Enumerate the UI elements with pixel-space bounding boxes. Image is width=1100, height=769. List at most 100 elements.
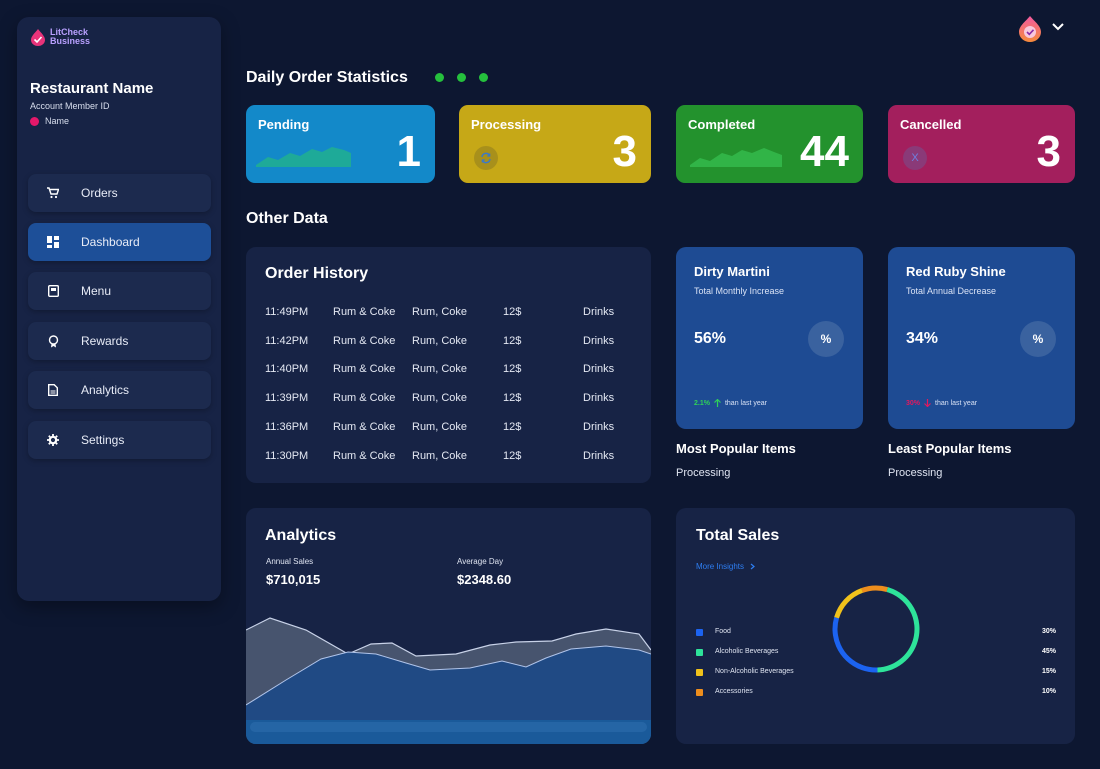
sidebar-item-dashboard[interactable]: Dashboard xyxy=(28,223,211,261)
table-row[interactable]: 11:40PM Rum & Coke Rum, Coke 12$ Drinks xyxy=(265,363,625,377)
gear-icon xyxy=(46,433,60,447)
sales-donut-chart xyxy=(832,585,920,673)
order-time: 11:30PM xyxy=(265,449,309,462)
order-item: Rum & Coke xyxy=(333,306,396,318)
sidebar-item-label: Menu xyxy=(81,284,112,298)
more-insights-label: More Insights xyxy=(696,562,745,571)
litcheck-avatar-icon[interactable] xyxy=(1017,15,1043,43)
order-category: Drinks xyxy=(583,420,615,433)
change-value: 2.1% xyxy=(694,399,710,407)
dashboard-icon xyxy=(46,235,60,249)
stat-value: 3 xyxy=(1036,127,1061,176)
account-name: Name xyxy=(30,116,69,126)
legend-item: Accessories 10% xyxy=(696,688,1056,698)
least-popular-title: Least Popular Items xyxy=(888,441,1012,456)
brand-line1: LitCheck xyxy=(50,27,89,37)
sidebar-item-rewards[interactable]: Rewards xyxy=(28,322,211,360)
account-name-label: Name xyxy=(45,116,70,126)
sparkline-icon xyxy=(690,148,782,167)
award-icon xyxy=(46,334,60,348)
order-history-panel xyxy=(246,247,651,483)
order-time: 11:39PM xyxy=(265,392,309,405)
stat-card-completed[interactable]: Completed 44 xyxy=(676,105,863,183)
legend-swatch xyxy=(696,689,703,696)
sidebar-item-settings[interactable]: Settings xyxy=(28,421,211,459)
percent-icon: % xyxy=(1020,321,1056,357)
sidebar-item-analytics[interactable]: Analytics xyxy=(28,371,211,409)
legend-item: Alcoholic Beverages 45% xyxy=(696,648,1056,658)
sidebar-item-menu[interactable]: Menu xyxy=(28,272,211,310)
analytics-area-chart xyxy=(246,617,651,744)
more-insights-link[interactable]: More Insights xyxy=(696,562,755,571)
brand-logo[interactable]: LitCheck Business xyxy=(30,28,90,46)
item-percent: 34% xyxy=(906,330,939,347)
chevron-down-icon[interactable] xyxy=(1051,22,1065,32)
legend-label: Accessories xyxy=(715,688,753,695)
order-item: Rum & Coke xyxy=(333,449,396,462)
popular-item-card[interactable]: Dirty Martini Total Monthly Increase 56%… xyxy=(676,247,863,429)
stat-label: Processing xyxy=(471,117,542,132)
sparkline-icon xyxy=(256,147,351,167)
item-change: 30% than last year xyxy=(906,399,977,407)
sidebar-item-label: Rewards xyxy=(81,334,129,348)
least-popular-status: Processing xyxy=(888,467,943,479)
stat-value: 1 xyxy=(396,127,421,176)
stat-label: Pending xyxy=(258,117,310,132)
legend-label: Non-Alcoholic Beverages xyxy=(715,668,794,675)
order-time: 11:42PM xyxy=(265,334,309,347)
order-category: Drinks xyxy=(583,392,615,405)
restaurant-name: Restaurant Name xyxy=(30,80,154,97)
legend-swatch xyxy=(696,629,703,636)
least-item-card[interactable]: Red Ruby Shine Total Annual Decrease 34%… xyxy=(888,247,1075,429)
legend-value: 10% xyxy=(1041,688,1056,695)
sidebar-item-orders[interactable]: Orders xyxy=(28,174,211,212)
annual-sales-label: Annual Sales xyxy=(266,557,314,566)
sidebar-item-label: Settings xyxy=(81,433,125,447)
arrow-down-icon xyxy=(924,399,931,407)
order-price: 12$ xyxy=(503,334,522,347)
item-subtitle: Total Annual Decrease xyxy=(906,286,997,296)
menu-book-icon xyxy=(46,284,60,298)
order-time: 11:40PM xyxy=(265,363,309,376)
change-text: than last year xyxy=(935,399,978,407)
table-row[interactable]: 11:49PM Rum & Coke Rum, Coke 12$ Drinks xyxy=(265,306,625,320)
arrow-up-icon xyxy=(714,399,721,407)
item-percent: 56% xyxy=(694,330,727,347)
order-ingredients: Rum, Coke xyxy=(412,306,468,318)
order-time: 11:36PM xyxy=(265,420,309,433)
item-title: Red Ruby Shine xyxy=(906,264,1006,279)
table-row[interactable]: 11:39PM Rum & Coke Rum, Coke 12$ Drinks xyxy=(265,392,625,406)
order-ingredients: Rum, Coke xyxy=(412,363,468,376)
change-value: 30% xyxy=(906,399,921,407)
item-title: Dirty Martini xyxy=(694,264,770,279)
sidebar-item-label: Orders xyxy=(81,186,118,200)
table-row[interactable]: 11:42PM Rum & Coke Rum, Coke 12$ Drinks xyxy=(265,335,625,349)
chevron-right-icon xyxy=(750,563,755,570)
order-history-title: Order History xyxy=(265,265,369,282)
stat-value: 3 xyxy=(612,127,637,176)
order-item: Rum & Coke xyxy=(333,334,396,347)
analytics-panel xyxy=(246,508,651,744)
other-data-title: Other Data xyxy=(246,210,328,227)
average-day-value: $2348.60 xyxy=(457,572,512,587)
status-dot xyxy=(479,73,488,82)
order-category: Drinks xyxy=(583,334,615,347)
stat-card-cancelled[interactable]: Cancelled X 3 xyxy=(888,105,1075,183)
status-dot xyxy=(30,116,39,126)
table-row[interactable]: 11:36PM Rum & Coke Rum, Coke 12$ Drinks xyxy=(265,421,625,435)
status-dot xyxy=(435,73,444,82)
legend-value: 30% xyxy=(1041,628,1056,635)
stat-card-pending[interactable]: Pending 1 xyxy=(246,105,435,183)
stat-value: 44 xyxy=(800,127,849,176)
cancel-icon: X xyxy=(903,146,927,170)
order-ingredients: Rum, Coke xyxy=(412,334,468,347)
table-row[interactable]: 11:30PM Rum & Coke Rum, Coke 12$ Drinks xyxy=(265,450,625,464)
stat-label: Cancelled xyxy=(900,117,962,132)
legend-swatch xyxy=(696,649,703,656)
change-text: than last year xyxy=(724,399,767,407)
refresh-icon xyxy=(474,146,498,170)
cart-icon xyxy=(46,186,60,200)
order-category: Drinks xyxy=(583,306,615,318)
daily-stats-title: Daily Order Statistics xyxy=(246,69,408,86)
stat-card-processing[interactable]: Processing 3 xyxy=(459,105,651,183)
